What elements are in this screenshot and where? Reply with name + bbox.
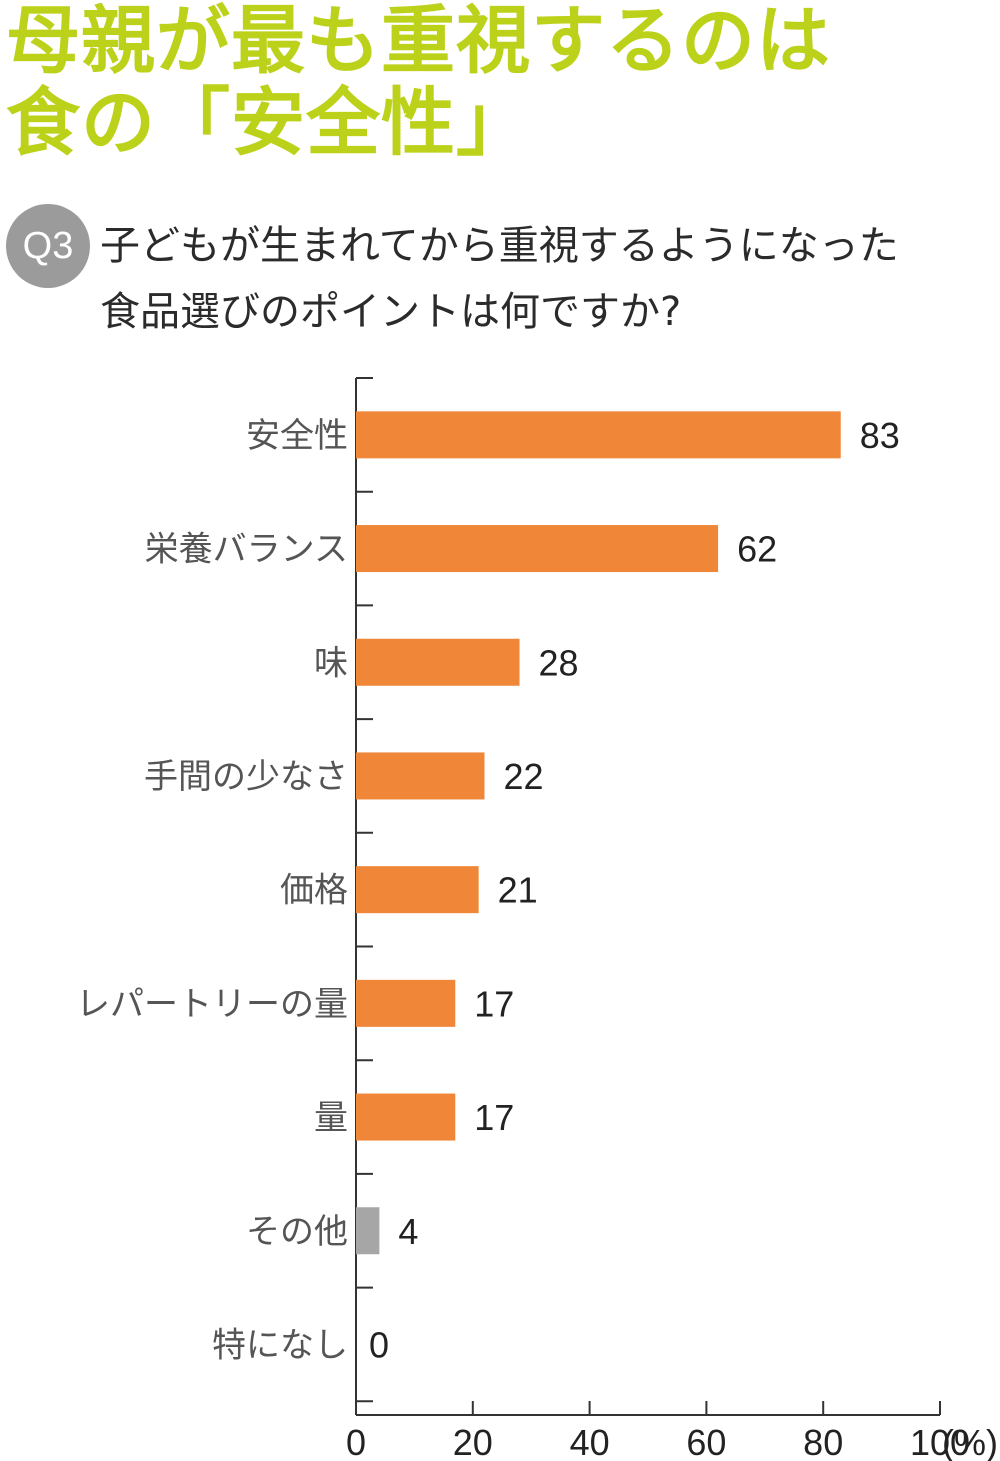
data-label: 4: [398, 1211, 418, 1252]
question-line-1: 子どもが生まれてから重視するようになった: [100, 223, 899, 269]
headline-line-1: 母親が最も重視するのは: [6, 0, 831, 84]
data-label: 0: [369, 1324, 389, 1365]
category-label: レパートリーの量: [76, 984, 348, 1024]
category-label: 安全性: [246, 416, 348, 456]
x-tick-label: 20: [453, 1422, 493, 1461]
x-tick-label: 0: [346, 1422, 366, 1461]
data-label: 83: [860, 415, 900, 456]
question-line-2: 食品選びのポイントは何ですか?: [100, 289, 682, 335]
data-label: 28: [539, 642, 579, 683]
data-label: 17: [474, 1097, 514, 1138]
bar: [356, 525, 719, 573]
headline: 母親が最も重視するのは 食の「安全性」: [6, 0, 831, 164]
data-label: 22: [503, 756, 543, 797]
x-tick-label: 100: [910, 1422, 970, 1461]
question-number-badge: Q3: [6, 204, 90, 288]
bar: [356, 752, 485, 800]
bar: [356, 1093, 456, 1141]
data-label: 21: [498, 870, 538, 911]
category-label: 栄養バランス: [145, 530, 348, 570]
x-tick-label: 40: [570, 1422, 610, 1461]
bar: [356, 866, 479, 914]
question-text: 子どもが生まれてから重視するようになった 食品選びのポイントは何ですか?: [100, 213, 899, 345]
category-label: 特になし: [212, 1325, 348, 1365]
category-label: 量: [314, 1098, 348, 1138]
bar: [356, 638, 520, 686]
bar: [356, 1207, 380, 1255]
data-label: 62: [737, 529, 777, 570]
data-label: 17: [474, 983, 514, 1024]
headline-line-2: 食の「安全性」: [6, 80, 531, 166]
category-label: 価格: [280, 871, 348, 911]
category-label: その他: [246, 1212, 348, 1252]
x-axis-unit-label: (%): [942, 1422, 998, 1461]
category-label: 味: [314, 643, 348, 683]
bar: [356, 411, 841, 459]
category-label: 手間の少なさ: [144, 757, 348, 797]
x-tick-label: 60: [686, 1422, 726, 1461]
x-tick-label: 80: [803, 1422, 843, 1461]
bar: [356, 979, 456, 1027]
